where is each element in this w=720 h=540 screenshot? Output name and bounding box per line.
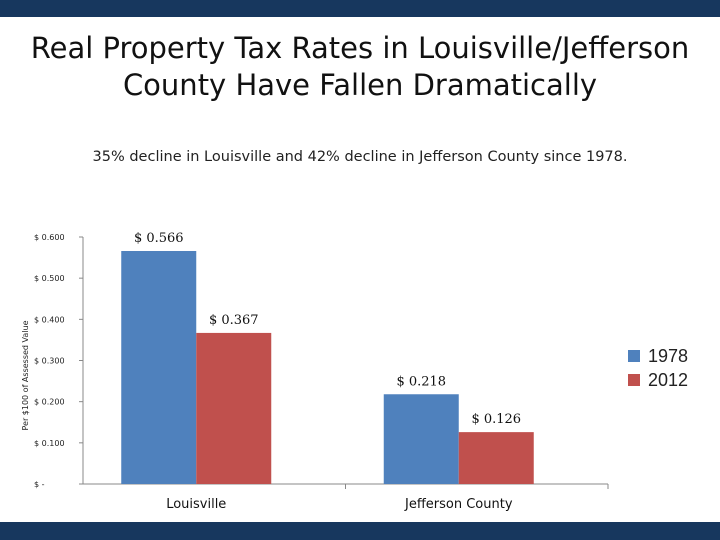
slide-title: Real Property Tax Rates in Louisville/Je… — [20, 30, 700, 104]
x-tick-label: Louisville — [166, 497, 226, 512]
title-line-2: County Have Fallen Dramatically — [122, 68, 598, 102]
y-tick-label: $ - — [34, 480, 45, 489]
y-tick-label: $ 0.400 — [34, 315, 65, 324]
legend-label-2012: 2012 — [648, 369, 689, 390]
legend: 1978 2012 — [628, 344, 688, 392]
legend-label-1978: 1978 — [648, 345, 689, 366]
legend-item-1978: 1978 — [628, 344, 688, 368]
y-tick-label: $ 0.100 — [34, 439, 65, 448]
bar-1978-1 — [383, 394, 459, 484]
data-label-2012-1: $ 0.126 — [471, 412, 521, 427]
bar-2012-1 — [458, 432, 534, 484]
x-tick-label: Jefferson County — [404, 497, 513, 512]
legend-swatch-2012 — [628, 374, 640, 386]
bar-1978-0 — [121, 250, 197, 484]
title-line-1: Real Property Tax Rates in Louisville/Je… — [30, 31, 690, 65]
y-axis-title: Per $100 of Assessed Value — [21, 320, 30, 430]
y-tick-label: $ 0.200 — [34, 398, 65, 407]
legend-swatch-1978 — [628, 350, 640, 362]
bottom-band — [0, 522, 720, 540]
legend-item-2012: 2012 — [628, 368, 688, 392]
y-tick-label: $ 0.500 — [34, 274, 65, 283]
slide-subtitle: 35% decline in Louisville and 42% declin… — [92, 149, 628, 165]
data-label-1978-0: $ 0.566 — [134, 231, 184, 246]
top-band — [0, 0, 720, 17]
y-tick-label: $ 0.300 — [34, 357, 65, 366]
y-tick-label: $ 0.600 — [34, 233, 65, 242]
data-label-1978-1: $ 0.218 — [396, 374, 446, 389]
data-label-2012-0: $ 0.367 — [209, 313, 259, 328]
bar-2012-0 — [196, 332, 272, 484]
